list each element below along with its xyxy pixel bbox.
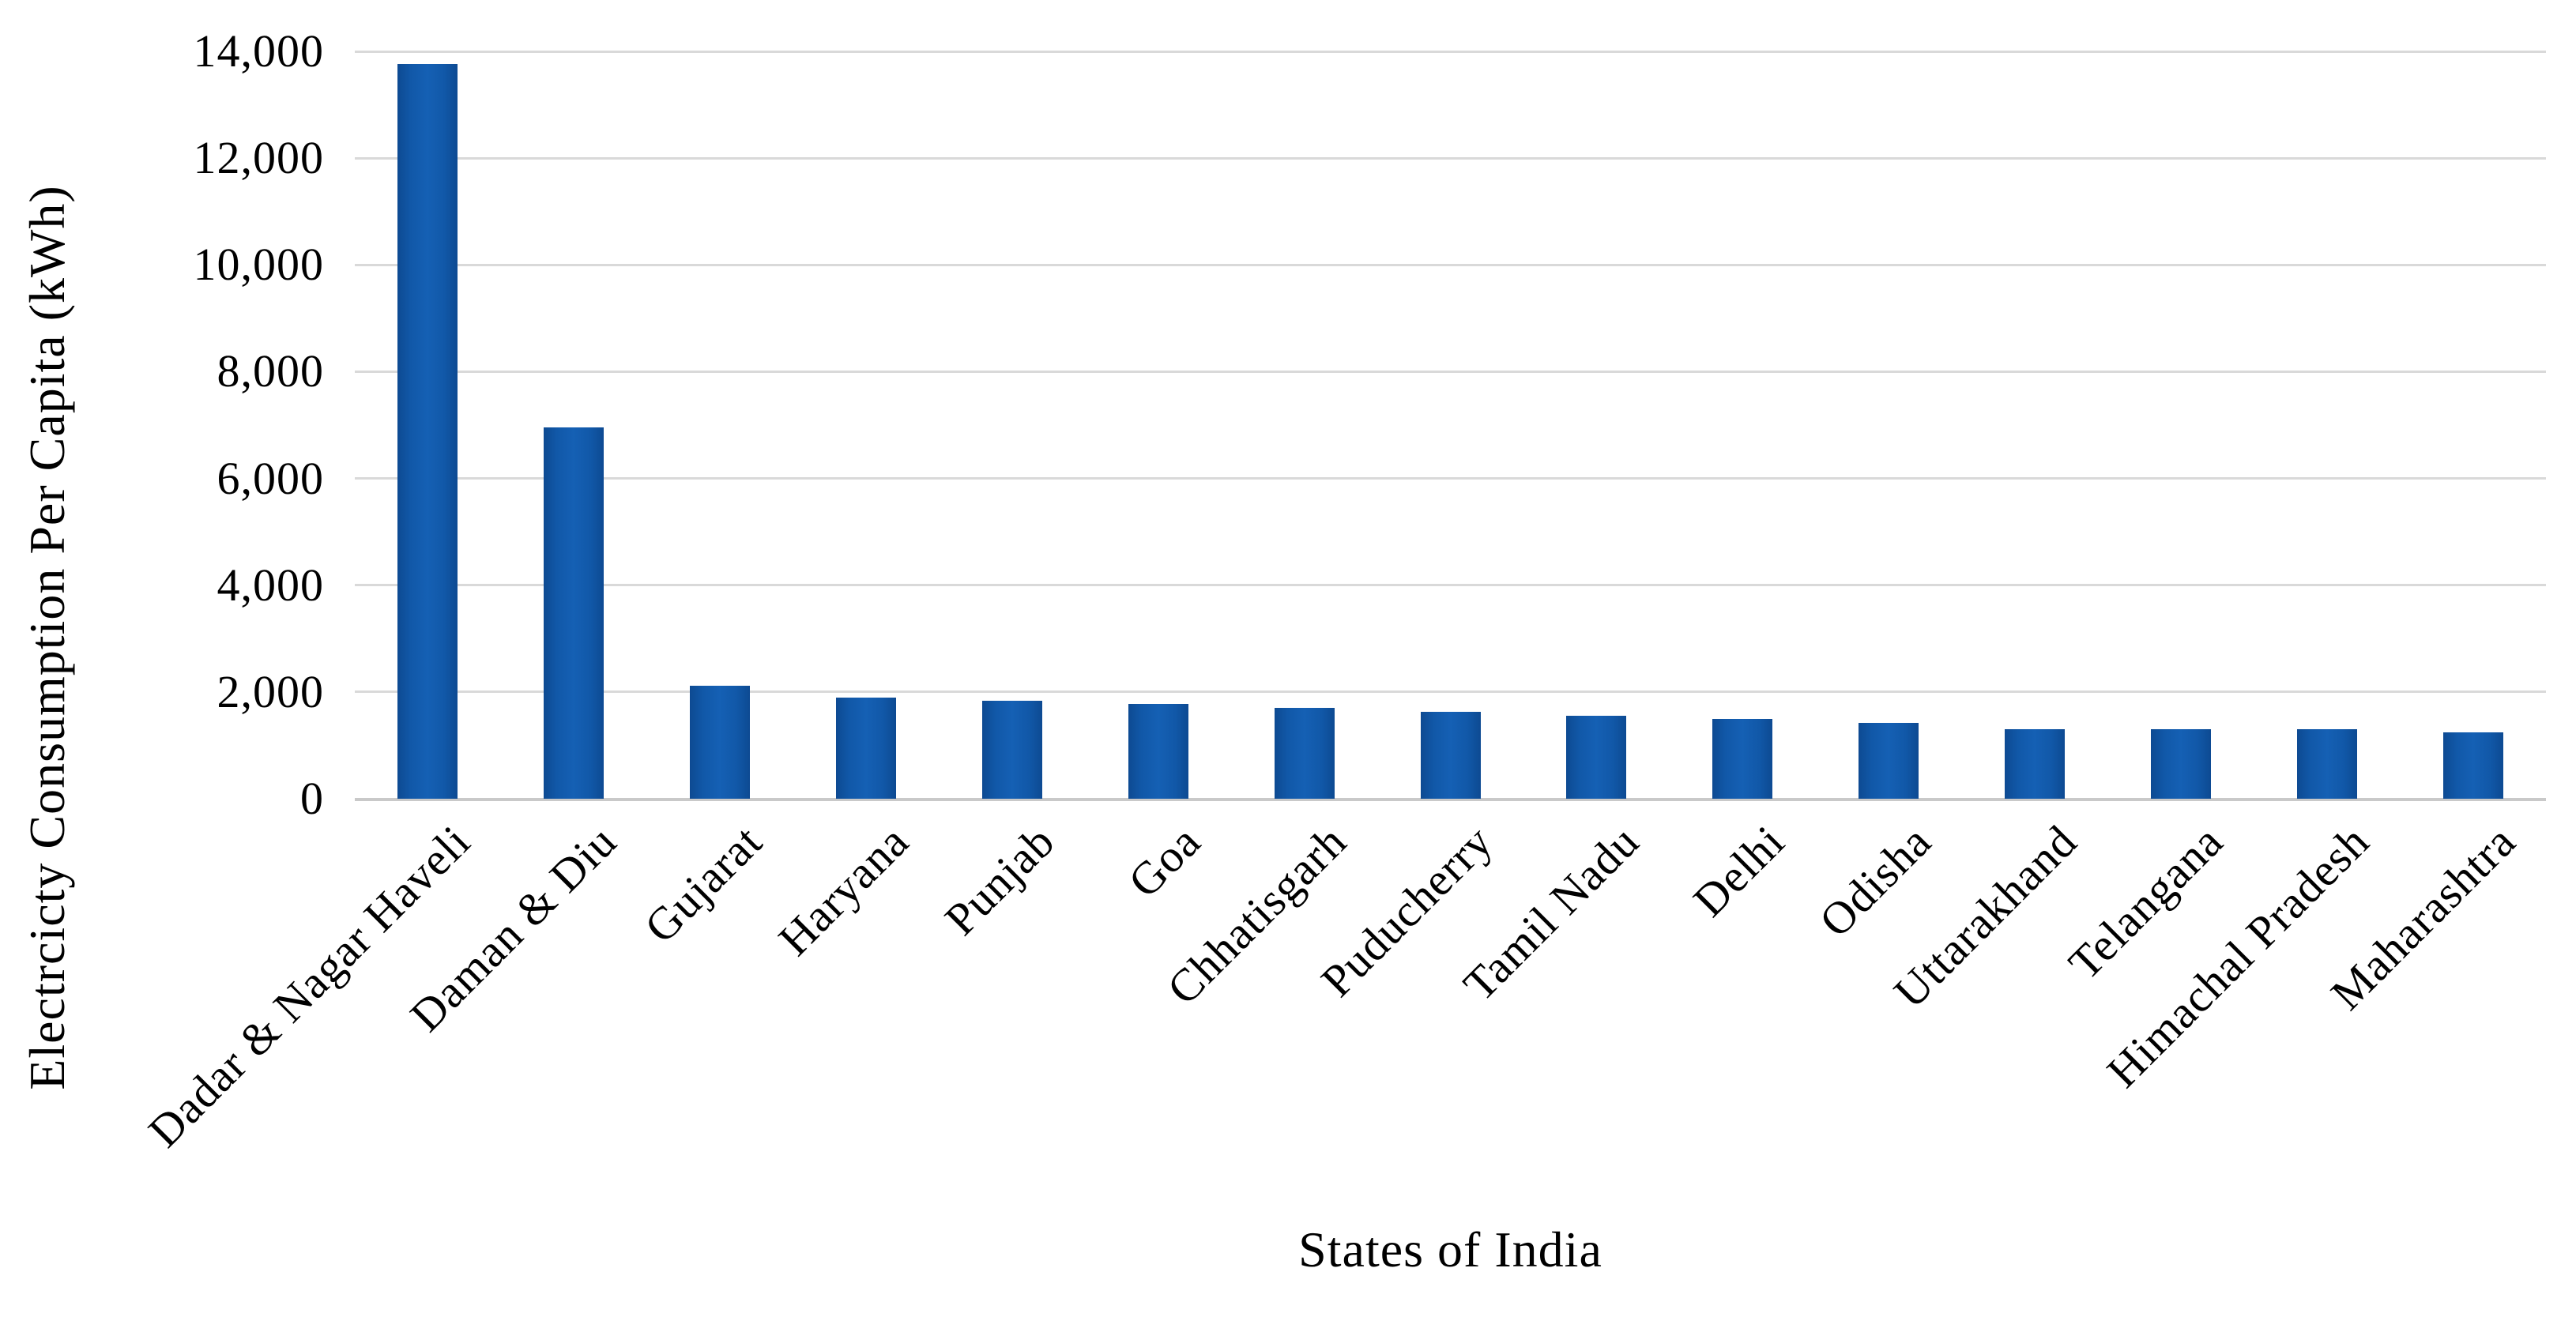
x-tick-label-odisha: Odisha <box>1809 815 1941 947</box>
y-tick-label-14000: 14,000 <box>193 25 324 77</box>
gridline-12000 <box>355 156 2546 160</box>
bar-puducherry <box>1420 712 1481 799</box>
gridline-14000 <box>355 50 2546 53</box>
gridline-4000 <box>355 584 2546 587</box>
bar-daman-diu <box>544 427 604 799</box>
gridline-8000 <box>355 370 2546 373</box>
x-tick-label-haryana: Haryana <box>768 815 919 965</box>
gridline-10000 <box>355 263 2546 266</box>
bar-maharashtra <box>2442 732 2503 799</box>
bar-himachal-pradesh <box>2296 729 2357 799</box>
bar-dadar-nagar-haveli <box>397 64 458 799</box>
x-tick-label-delhi: Delhi <box>1683 815 1795 927</box>
bar-haryana <box>836 698 897 799</box>
bar-uttarakhand <box>2004 729 2065 799</box>
x-tick-label-himachal-pradesh: Himachal Pradesh <box>2096 815 2379 1097</box>
bar-chhatisgarh <box>1274 708 1335 799</box>
y-tick-label-10000: 10,000 <box>193 239 324 291</box>
x-tick-label-gujarat: Gujarat <box>635 815 773 953</box>
y-tick-label-2000: 2,000 <box>217 665 324 717</box>
y-tick-label-0: 0 <box>300 773 324 824</box>
x-tick-label-goa: Goa <box>1118 815 1211 908</box>
bar-goa <box>1128 704 1188 799</box>
bar-delhi <box>1712 719 1773 799</box>
bar-gujarat <box>690 686 751 799</box>
y-tick-label-12000: 12,000 <box>193 132 324 184</box>
y-tick-label-4000: 4,000 <box>217 559 324 611</box>
x-tick-label-punjab: Punjab <box>934 815 1064 946</box>
y-tick-label-6000: 6,000 <box>217 452 324 504</box>
x-axis-title: States of India <box>1298 1221 1602 1277</box>
bar-punjab <box>981 701 1042 799</box>
x-axis-line <box>355 797 2546 801</box>
y-axis-title: Electrcicty Consumption Per Capita (kWh) <box>19 185 75 1090</box>
gridline-2000 <box>355 690 2546 694</box>
bar-telangana <box>2150 729 2211 799</box>
y-tick-label-8000: 8,000 <box>217 345 324 397</box>
gridline-6000 <box>355 477 2546 480</box>
bar-odisha <box>1859 723 1919 799</box>
bar-tamil-nadu <box>1566 716 1627 799</box>
